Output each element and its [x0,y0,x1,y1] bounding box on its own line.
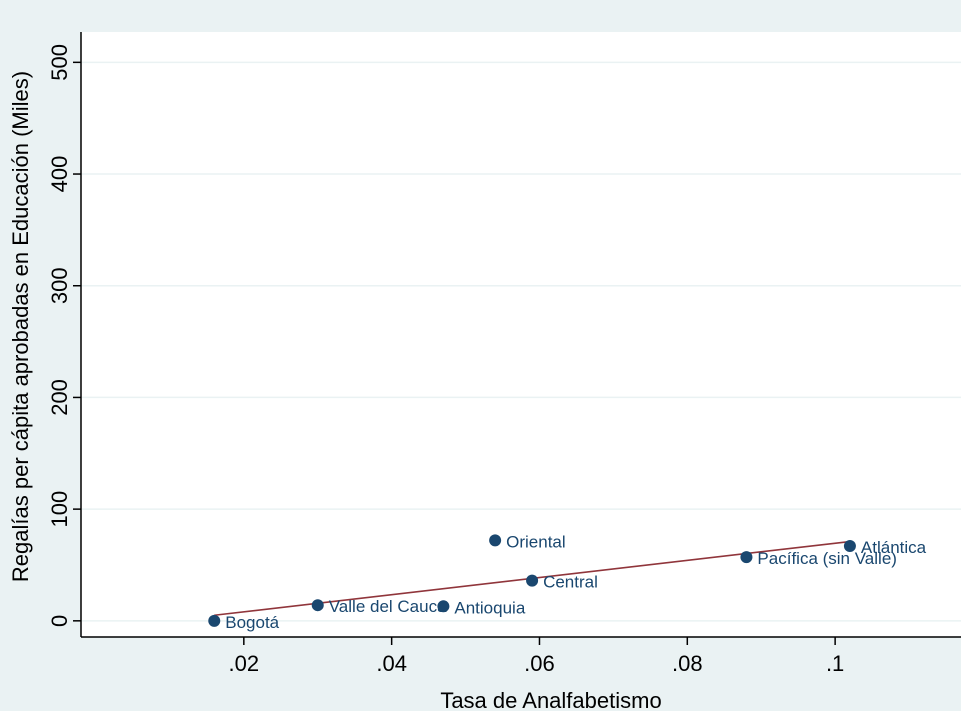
y-tick-label: 500 [47,44,72,81]
data-point [311,599,324,612]
x-tick-label: .04 [376,651,407,676]
x-axis-ticks: .02 .04 .06 .08 .1 [229,637,844,676]
x-axis-title: Tasa de Analfabetismo [440,688,661,711]
x-tick-label: .02 [229,651,260,676]
point-label: Bogotá [225,613,279,632]
grid-lines [81,61,961,622]
data-point [489,534,502,547]
data-point [437,600,450,613]
data-point [843,539,856,552]
point-label: Antioquia [454,598,525,617]
point-label: Valle del Cauca [329,597,447,616]
point-label: Central [543,573,598,592]
data-point [526,574,539,587]
y-tick-label: 100 [47,491,72,528]
y-axis-title: Regalías per cápita aprobadas en Educaci… [8,71,33,582]
data-point [740,551,753,564]
x-tick-label: .06 [524,651,555,676]
x-tick-label: .08 [672,651,703,676]
y-tick-label: 0 [47,615,72,627]
y-tick-label: 200 [47,379,72,416]
point-label: Oriental [506,532,566,551]
plot-area [81,32,961,637]
axes [80,32,961,638]
point-label: Atlántica [861,538,927,557]
x-tick-label: .1 [826,651,844,676]
y-axis-ticks: 0 100 200 300 400 500 [47,44,81,627]
point-label: Pacífica (sin Valle) [757,549,897,568]
points-layer: Bogotá Valle del Cauca Antioquia Oriental Ce… [208,532,927,632]
y-tick-label: 400 [47,156,72,193]
y-tick-label: 300 [47,267,72,304]
data-point [208,614,221,627]
